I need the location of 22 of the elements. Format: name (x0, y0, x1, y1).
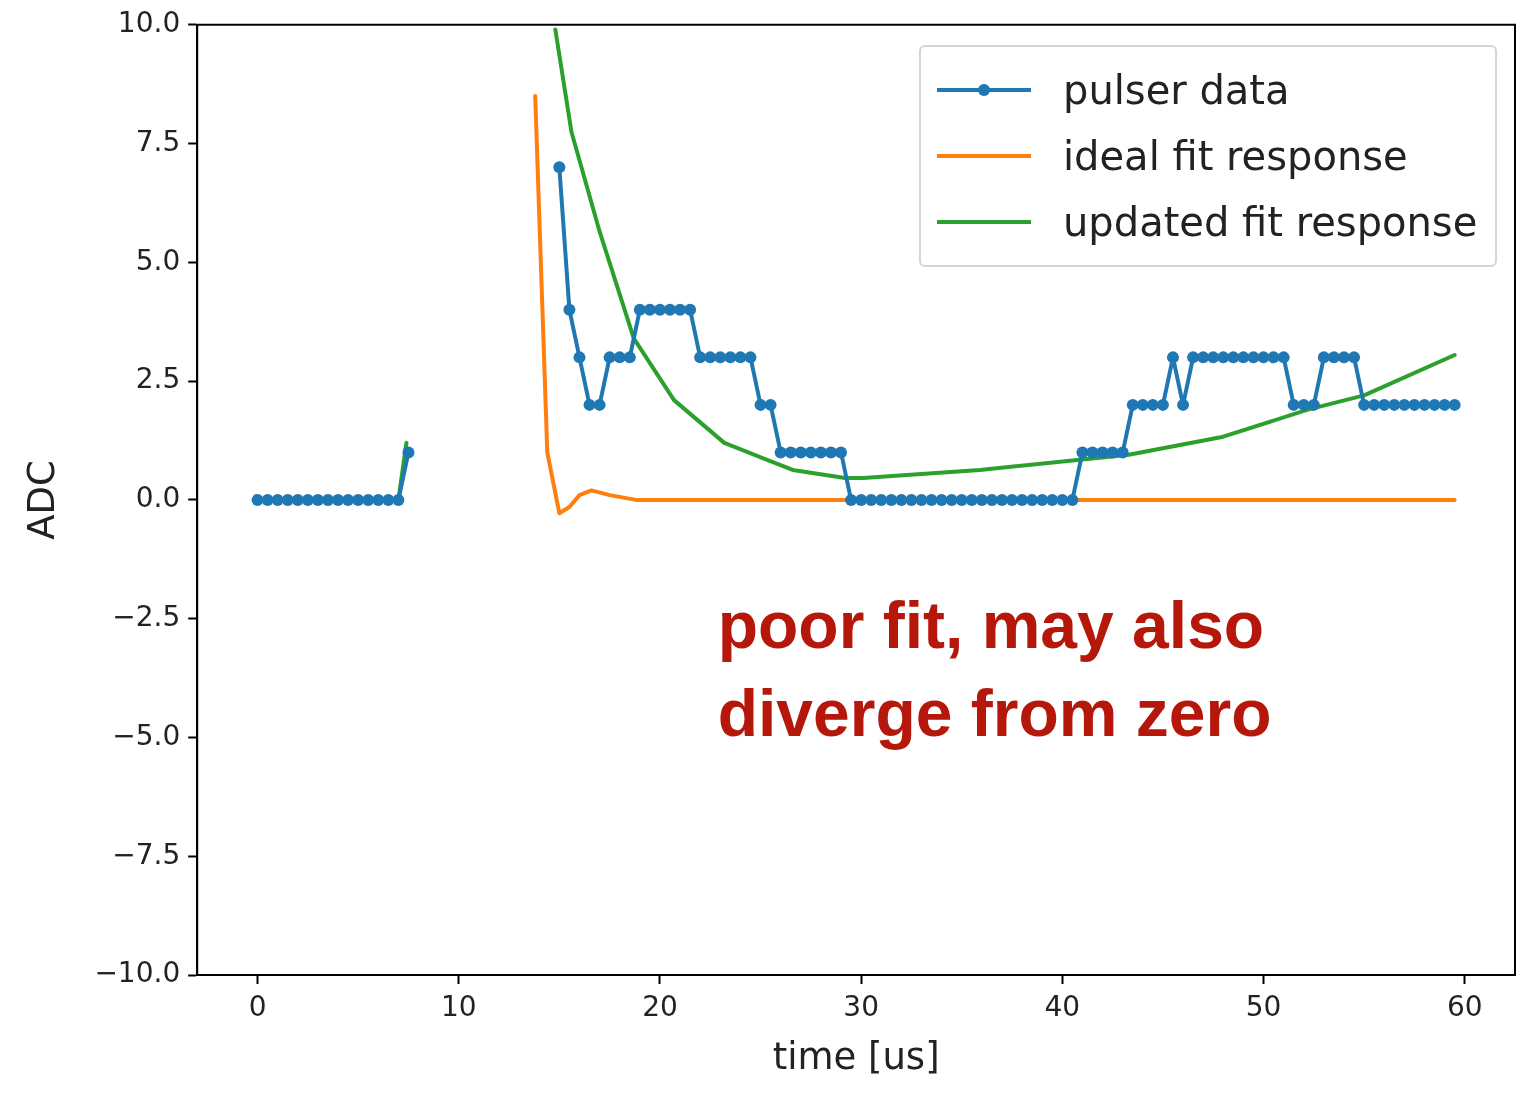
y-axis-title: ADC (19, 460, 63, 540)
y-tick-label: 2.5 (135, 362, 181, 396)
x-tick-label: 30 (843, 990, 879, 1024)
x-tick-label: 40 (1044, 990, 1081, 1024)
legend-label: ideal fit response (1063, 132, 1408, 179)
y-tick-label: 5.0 (135, 243, 181, 277)
x-tick-label: 20 (642, 990, 678, 1024)
y-tick-label: −5.0 (112, 718, 181, 752)
legend-label: pulser data (1063, 66, 1290, 113)
x-tick-label: 10 (440, 990, 477, 1024)
y-tick-label: 0.0 (135, 481, 181, 515)
annotation: poor fit, may also diverge from zero (717, 586, 1273, 752)
y-tick-label: 10.0 (117, 6, 181, 40)
legend-label: updated fit response (1063, 198, 1478, 245)
x-axis-title: time [us] (772, 1035, 940, 1079)
x-tick-label: 50 (1245, 990, 1282, 1024)
y-tick-label: −2.5 (112, 599, 181, 633)
x-tick-label: 0 (248, 990, 267, 1024)
y-tick-label: −10.0 (94, 956, 181, 990)
x-tick-label: 60 (1446, 990, 1483, 1024)
y-tick-label: −7.5 (112, 837, 181, 871)
y-tick-label: 7.5 (135, 124, 181, 158)
